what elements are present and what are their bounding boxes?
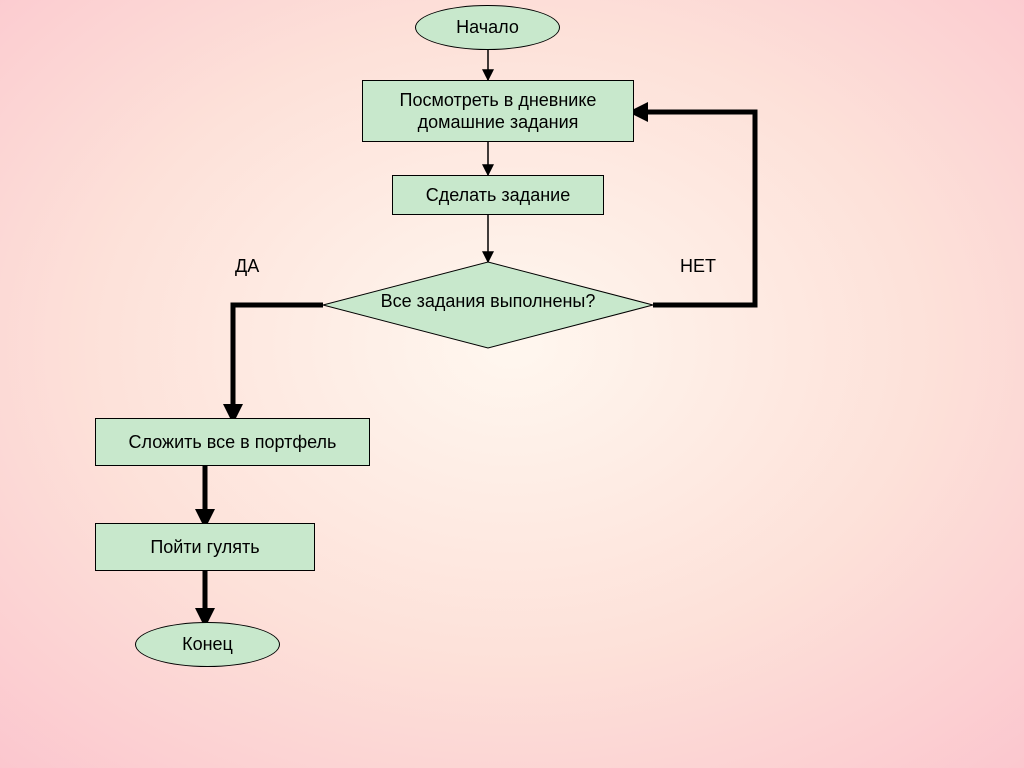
process-go-walk: Пойти гулять: [95, 523, 315, 571]
terminator-start: Начало: [415, 5, 560, 50]
branch-label-yes: ДА: [235, 256, 259, 277]
process-pack-bag: Сложить все в портфель: [95, 418, 370, 466]
terminator-start-label: Начало: [456, 16, 519, 39]
process-do-task: Сделать задание: [392, 175, 604, 215]
process-go-walk-label: Пойти гулять: [150, 536, 259, 559]
process-look-diary-label: Посмотреть в дневнике домашние задания: [400, 89, 597, 134]
process-look-diary: Посмотреть в дневнике домашние задания: [362, 80, 634, 142]
process-pack-bag-label: Сложить все в портфель: [129, 431, 337, 454]
branch-label-no: НЕТ: [680, 256, 716, 277]
terminator-end-label: Конец: [182, 633, 233, 656]
terminator-end: Конец: [135, 622, 280, 667]
edge-decide-yes: [233, 305, 323, 418]
decision-all-done-label: Все задания выполнены?: [323, 291, 653, 312]
process-do-task-label: Сделать задание: [426, 184, 570, 207]
